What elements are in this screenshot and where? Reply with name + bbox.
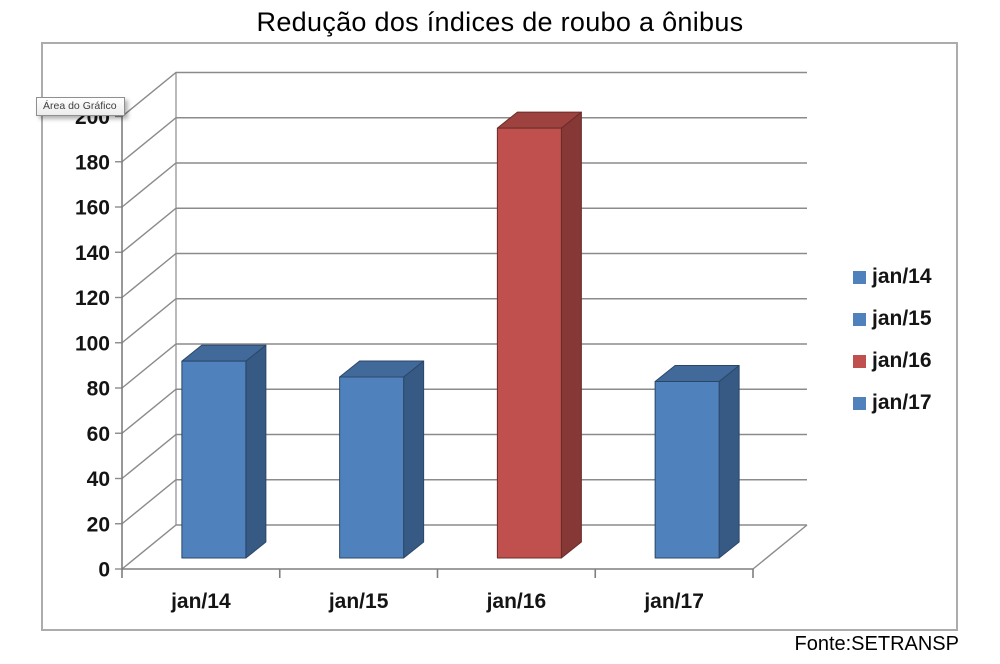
y-axis-label: 40 — [87, 468, 110, 491]
y-axis-label: 100 — [75, 332, 110, 355]
chart-area-tooltip: Área do Gráfico — [36, 97, 125, 116]
legend-label: jan/17 — [872, 391, 932, 414]
x-axis-label: jan/16 — [486, 590, 547, 613]
floor-right-edge — [752, 524, 808, 570]
x-axis-labels: jan/14 jan/15 jan/16 jan/17 — [170, 590, 704, 613]
bar-jan-16[interactable] — [496, 111, 582, 559]
y-axis-label: 160 — [75, 197, 110, 220]
y-axis-label: 180 — [75, 151, 110, 174]
bar-jan-15[interactable] — [339, 360, 425, 559]
legend-item-jan-15[interactable]: jan/15 — [853, 298, 932, 340]
x-axis-label: jan/15 — [328, 590, 389, 613]
legend-label: jan/14 — [872, 265, 932, 288]
axes — [121, 116, 754, 578]
y-axis-label: 0 — [98, 559, 110, 582]
legend-swatch — [853, 354, 866, 368]
x-axis-label: jan/17 — [643, 590, 704, 613]
bar-jan-14[interactable] — [181, 344, 267, 559]
legend-swatch — [853, 312, 866, 326]
x-axis-label: jan/14 — [170, 590, 231, 613]
y-axis-label: 120 — [75, 287, 110, 310]
legend-swatch — [853, 270, 866, 284]
legend-label: jan/15 — [872, 307, 932, 330]
legend-swatch — [853, 396, 866, 410]
chart-title[interactable]: Redução dos índices de roubo a ônibus — [256, 7, 744, 37]
legend-item-jan-16[interactable]: jan/16 — [853, 340, 932, 382]
legend-item-jan-17[interactable]: jan/17 — [853, 382, 932, 424]
legend-label: jan/16 — [872, 349, 932, 372]
y-axis-label: 140 — [75, 242, 110, 265]
bar-jan-17[interactable] — [654, 365, 740, 559]
legend-item-jan-14[interactable]: jan/14 — [853, 256, 932, 298]
legend: jan/14 jan/15 jan/16 jan/17 — [853, 256, 932, 424]
y-axis-label: 80 — [87, 378, 110, 401]
source-caption: Fonte:SETRANSP — [794, 633, 959, 655]
y-axis-label: 60 — [87, 423, 110, 446]
y-axis-label: 20 — [87, 513, 110, 536]
